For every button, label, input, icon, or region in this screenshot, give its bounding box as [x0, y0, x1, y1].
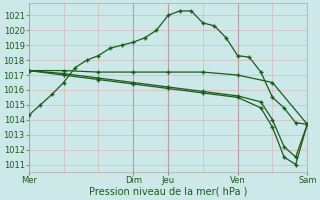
X-axis label: Pression niveau de la mer( hPa ): Pression niveau de la mer( hPa ): [89, 187, 247, 197]
